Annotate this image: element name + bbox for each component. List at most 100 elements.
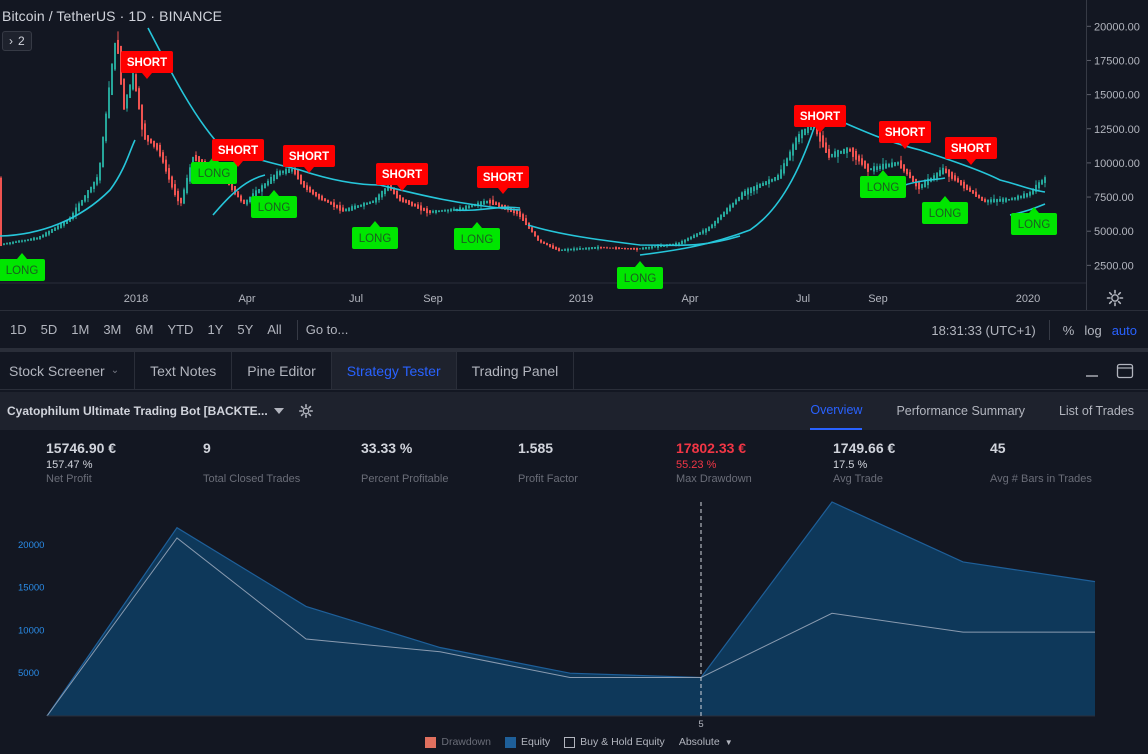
candle-body [633,247,635,250]
legend-mode-dropdown[interactable]: Absolute ▼ [679,736,733,748]
range-1d-button[interactable]: 1D [10,322,27,337]
candle-body [411,201,413,206]
price-chart[interactable]: 20000.00 17500.00 15000.00 12500.00 10000.00… [0,0,1148,310]
short-signal-badge[interactable] [879,121,931,143]
candle-body [639,248,641,250]
range-ytd-button[interactable]: YTD [167,322,194,337]
caret-down-icon: ▼ [724,737,733,747]
candle-body [441,210,443,212]
short-signal-badge[interactable] [283,145,335,167]
range-all-button[interactable]: All [267,322,282,337]
log-scale-toggle[interactable]: log [1084,322,1102,338]
range-1y-button[interactable]: 1Y [207,322,224,337]
price-axis-divider [1086,0,1087,310]
tab-pine-editor[interactable]: Pine Editor [232,352,332,389]
stat-label: Net Profit [46,473,92,485]
candle-body [33,237,35,241]
candle-body [240,195,242,202]
subtab-performance-summary[interactable]: Performance Summary [896,404,1025,418]
candle-body [741,192,743,200]
candle-body [102,136,104,168]
stat-avg-bars-in-trades: 45 Avg # Bars in Trades [990,440,1092,485]
candle-body [717,217,719,224]
candle-body [549,244,551,248]
percent-scale-toggle[interactable]: % [1062,322,1075,338]
candle-body [744,190,746,196]
long-signal-badge[interactable] [251,196,297,218]
short-signal-badge[interactable] [376,163,428,185]
price-chart-canvas[interactable]: 20000.00 17500.00 15000.00 12500.00 10000.00… [0,0,1148,310]
panel-resize-handle[interactable] [0,348,1148,352]
long-signal-badge[interactable] [352,227,398,249]
tab-stock-screener[interactable]: Stock Screener ⌄ [0,352,136,389]
long-signal-badge[interactable] [922,202,968,224]
candle-body [486,200,488,204]
range-6m-button[interactable]: 6M [135,322,154,337]
short-signal-pointer [233,161,243,167]
candle-body [429,210,431,214]
strategy-settings-gear-icon[interactable] [298,403,314,419]
candle-body [1026,193,1028,197]
stat-value: 1.585 [518,440,554,456]
strategy-name-dropdown[interactable]: Cyatophilum Ultimate Trading Bot [BACKTE… [7,404,268,418]
subtab-list-of-trades[interactable]: List of Trades [1058,404,1134,418]
short-signal-badge[interactable] [945,137,997,159]
caret-down-icon[interactable] [273,408,284,414]
short-signal-badge[interactable] [212,139,264,161]
candle-body [960,180,962,186]
candle-body [732,202,734,208]
candle-body [24,239,26,242]
chevron-down-icon: ⌄ [110,365,120,376]
short-signal-badge[interactable] [477,166,529,188]
tab-text-notes[interactable]: Text Notes [135,352,233,389]
candle-body [819,128,821,142]
candle-body [585,247,587,250]
candle-body [249,196,251,203]
long-signal-pointer [635,261,645,267]
candle-body [912,175,914,183]
signal-label: LONG [929,208,962,220]
range-1m-button[interactable]: 1M [71,322,90,337]
candle-body [846,147,848,154]
legend-drawdown[interactable]: Drawdown [425,736,491,748]
long-signal-badge[interactable] [617,267,663,289]
tab-label: Pine Editor [247,362,316,379]
short-signal-badge[interactable] [794,105,846,127]
maximize-icon[interactable] [1116,363,1134,379]
long-signal-badge[interactable] [454,228,500,250]
range-5d-button[interactable]: 5D [40,322,58,337]
tab-trading-panel[interactable]: Trading Panel [457,352,575,389]
candle-body [156,143,158,150]
candle-body [309,186,311,193]
candle-body [591,247,593,250]
minimize-icon[interactable] [1084,363,1100,379]
signal-label: LONG [258,202,291,214]
candle-body [786,158,788,167]
long-signal-badge[interactable] [0,259,45,281]
subtab-overview[interactable]: Overview [810,392,863,430]
legend-equity[interactable]: Equity [504,736,550,748]
goto-date-button[interactable]: Go to... [305,322,349,337]
candle-body [189,167,191,182]
candle-body [387,185,389,191]
tab-strategy-tester[interactable]: Strategy Tester [331,352,457,389]
long-signal-badge[interactable] [860,176,906,198]
long-signal-badge[interactable] [191,162,237,184]
indicators-toggle-button[interactable]: › 2 [2,31,32,51]
range-5y-button[interactable]: 5Y [237,322,254,337]
price-tick-label: 15000.00 [1094,90,1140,102]
toolbar-divider [1048,320,1050,340]
legend-buy-hold[interactable]: Buy & Hold Equity [564,736,665,748]
moving-average-line [147,27,381,186]
clock-timezone[interactable]: 18:31:33 (UTC+1) [931,322,1036,338]
candle-body [372,200,374,204]
stat-percent: 17.5 % [833,459,868,471]
range-3m-button[interactable]: 3M [103,322,122,337]
candle-body [807,126,809,133]
long-signal-badge[interactable] [1011,213,1057,235]
short-signal-badge[interactable] [121,51,173,73]
equity-chart[interactable]: 20000 15000 10000 5000 5 [0,496,1148,730]
drawdown-swatch [425,736,437,748]
auto-scale-toggle[interactable]: auto [1111,322,1137,338]
chart-settings-gear-icon[interactable] [1106,289,1124,307]
